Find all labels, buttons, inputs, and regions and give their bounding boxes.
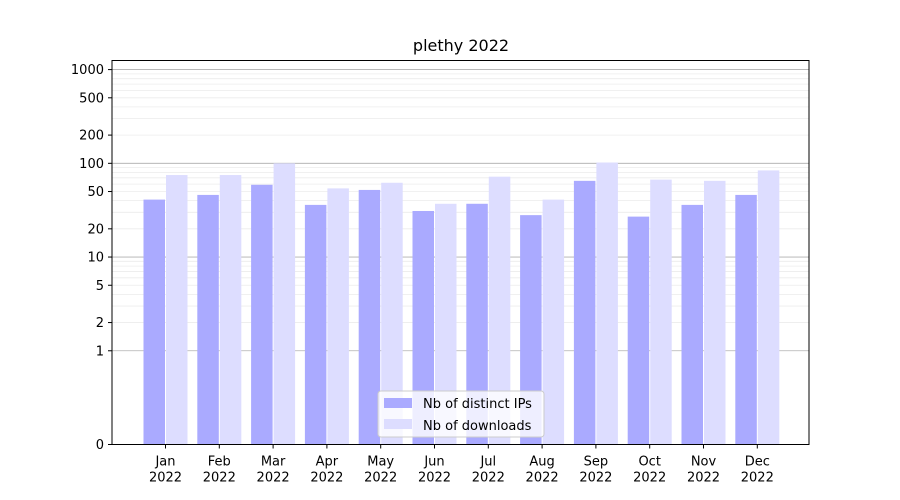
bar-distinct-ips [681,204,703,445]
legend: Nb of distinct IPs Nb of downloads [377,390,545,438]
bar-distinct-ips [251,184,273,445]
y-tick-label: 10 [87,251,104,266]
bar-downloads [650,179,672,445]
y-tick-label: 2 [96,316,104,331]
bar-distinct-ips [735,194,757,445]
bar-downloads [704,180,726,445]
bar-downloads [327,188,349,445]
x-tick-label: May 2022 [364,455,397,486]
bar-downloads [166,175,188,445]
legend-label-distinct-ips: Nb of distinct IPs [423,397,532,412]
bar-distinct-ips [304,204,327,445]
y-tick-label: 100 [79,157,104,172]
bar-downloads [596,162,618,445]
bar-downloads [219,175,242,445]
y-tick-label: 0 [96,438,104,453]
y-tick-label: 20 [87,222,104,237]
x-tick-label: Dec 2022 [741,455,774,486]
bar-distinct-ips [520,215,542,445]
bar-downloads [435,203,457,445]
y-tick-label: 1000 [71,63,104,78]
legend-swatch-distinct-ips [384,398,412,408]
bar-downloads [273,163,296,445]
bar-downloads [381,182,403,445]
y-tick-label: 5 [96,279,104,294]
bar-distinct-ips [358,189,381,445]
y-tick-label: 500 [79,91,104,106]
legend-swatch-downloads [384,419,412,429]
y-tick-label: 50 [87,185,104,200]
bar-distinct-ips [143,199,165,445]
bar-distinct-ips [412,210,434,445]
plot-area-frame [111,60,810,445]
x-tick-label: Aug 2022 [526,455,559,486]
bar-distinct-ips [466,203,488,445]
x-tick-label: Jul 2022 [472,455,505,486]
bars [143,162,780,445]
x-tick-label: Feb 2022 [203,455,236,486]
x-tick-label: Oct 2022 [633,455,666,486]
bar-distinct-ips [573,180,596,445]
bar-downloads [757,170,780,445]
x-tick-label: Apr 2022 [310,455,343,486]
bar-distinct-ips [197,194,219,445]
legend-label-downloads: Nb of downloads [423,419,532,434]
y-tick-label: 1 [96,344,104,359]
x-axis: Jan 2022 Feb 2022 Mar 2022 Apr 2022 May 2022 Jun 20… [149,444,774,486]
bar-distinct-ips [627,216,650,445]
bar-downloads [488,176,511,445]
y-axis: 0 1 2 5 10 20 50 100 200 500 1000 [71,63,112,453]
x-tick-label: Mar 2022 [257,455,290,486]
y-tick-label: 200 [79,129,104,144]
bar-downloads [542,199,565,445]
chart-title: plethy 2022 [413,36,509,55]
x-tick-label: Jan 2022 [149,455,182,486]
x-tick-label: Nov 2022 [687,455,720,486]
legend-frame [377,390,545,438]
x-tick-label: Jun 2022 [418,455,451,486]
x-tick-label: Sep 2022 [579,455,612,486]
